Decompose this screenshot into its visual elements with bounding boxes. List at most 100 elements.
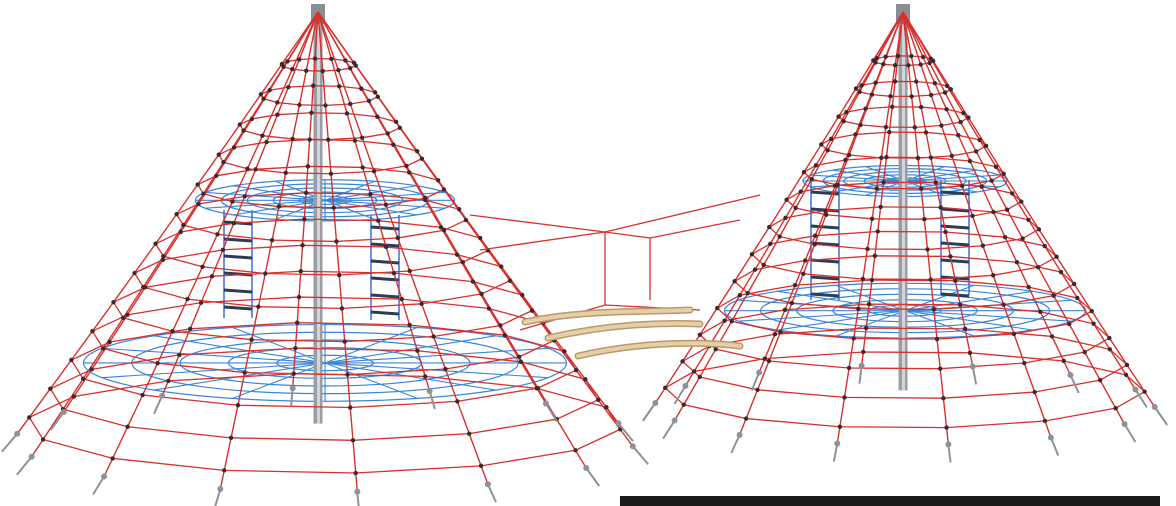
rope-node <box>802 258 808 263</box>
rope-node <box>438 225 444 230</box>
rope-node <box>334 239 339 244</box>
rope-node <box>498 323 503 328</box>
net-spoke <box>324 335 496 364</box>
rope-node <box>431 334 436 339</box>
ground-anchor <box>290 388 294 407</box>
rope-node <box>967 350 973 356</box>
rope-node <box>842 395 847 400</box>
rope-node <box>1011 331 1017 337</box>
rope-node <box>825 148 830 153</box>
rope-node <box>242 370 247 375</box>
rope-node <box>872 253 878 259</box>
rope-node <box>160 257 166 262</box>
rope-node <box>347 65 353 71</box>
tube-bridge <box>521 306 744 360</box>
ladder-rung <box>223 305 253 311</box>
radial-rope <box>902 11 1136 390</box>
ladder-rung <box>370 276 400 282</box>
rope-node <box>823 208 828 213</box>
net-spoke <box>904 169 978 182</box>
rope-node <box>178 229 183 235</box>
rope-node <box>761 262 766 268</box>
rope-node <box>228 435 234 441</box>
rope-node <box>745 290 750 296</box>
net-spoke <box>324 326 418 364</box>
anchor-joint <box>159 392 166 399</box>
rope-node <box>323 103 328 108</box>
rope-node <box>853 86 859 91</box>
rope-node <box>768 241 773 247</box>
rope-node <box>125 424 130 429</box>
rope-node <box>944 107 949 112</box>
bottom-edge-strip <box>620 496 1160 506</box>
rope-node <box>851 336 856 341</box>
rope-node <box>80 376 86 382</box>
rope-node <box>663 385 668 391</box>
rope-node <box>393 119 399 125</box>
rope-node <box>385 131 390 136</box>
ground-anchor <box>214 488 222 506</box>
rope-node <box>1019 199 1024 204</box>
rope-node <box>846 365 852 371</box>
net-spoke <box>324 199 417 216</box>
rope-node <box>928 155 934 160</box>
rope-node <box>973 149 979 154</box>
rope-node <box>697 374 702 380</box>
rope-node <box>479 291 484 297</box>
tube-highlight <box>523 308 692 324</box>
rope-node <box>101 346 106 351</box>
rope-node <box>283 170 288 176</box>
rope-node <box>161 253 166 259</box>
radial-rope <box>758 11 904 373</box>
ground-anchor <box>49 411 65 431</box>
rope-node <box>942 90 948 95</box>
rope-nodes <box>1 56 649 506</box>
rope-node <box>350 438 356 443</box>
ladder-rung <box>940 207 970 213</box>
rope-node <box>743 416 749 421</box>
rope-node <box>858 122 863 128</box>
anchor-joint <box>1047 434 1054 441</box>
rope-node <box>778 329 783 335</box>
rope-node <box>892 79 898 84</box>
rope-node <box>881 62 886 67</box>
rope-node <box>441 228 447 233</box>
rope-node <box>813 233 818 238</box>
rope-node <box>833 183 838 188</box>
rope-node <box>752 267 758 272</box>
rope-node <box>953 278 958 283</box>
rope-node <box>1026 217 1031 223</box>
rope-node <box>435 178 441 183</box>
ladder-rung <box>370 259 400 265</box>
rope-node <box>478 235 483 241</box>
rope-node <box>934 336 940 342</box>
rope-node <box>372 90 378 95</box>
ground-anchor <box>16 456 33 476</box>
rope-node <box>275 112 280 117</box>
rope-node <box>933 180 938 185</box>
rope-node <box>399 296 404 302</box>
rope-node <box>869 92 875 97</box>
rope-node <box>1042 243 1047 249</box>
rope-node <box>809 177 814 182</box>
rope-node <box>925 247 930 252</box>
anchor-joint <box>1121 421 1128 428</box>
rope-node <box>863 106 868 111</box>
rope-node <box>881 179 886 185</box>
rope-node <box>970 213 975 219</box>
rope-node <box>958 119 963 125</box>
rope-node <box>342 339 347 344</box>
rope-node <box>928 92 934 98</box>
rope-node <box>1089 308 1094 314</box>
rope-node <box>263 271 268 276</box>
rope-node <box>140 392 145 398</box>
rope-node <box>798 189 803 194</box>
anchor-joint <box>652 400 659 407</box>
rope-node <box>890 104 895 110</box>
anchor-joint <box>583 465 590 472</box>
net-spoke <box>904 166 945 182</box>
rope-node <box>949 153 955 159</box>
rope-node <box>1082 349 1087 355</box>
rope-node <box>216 152 221 157</box>
